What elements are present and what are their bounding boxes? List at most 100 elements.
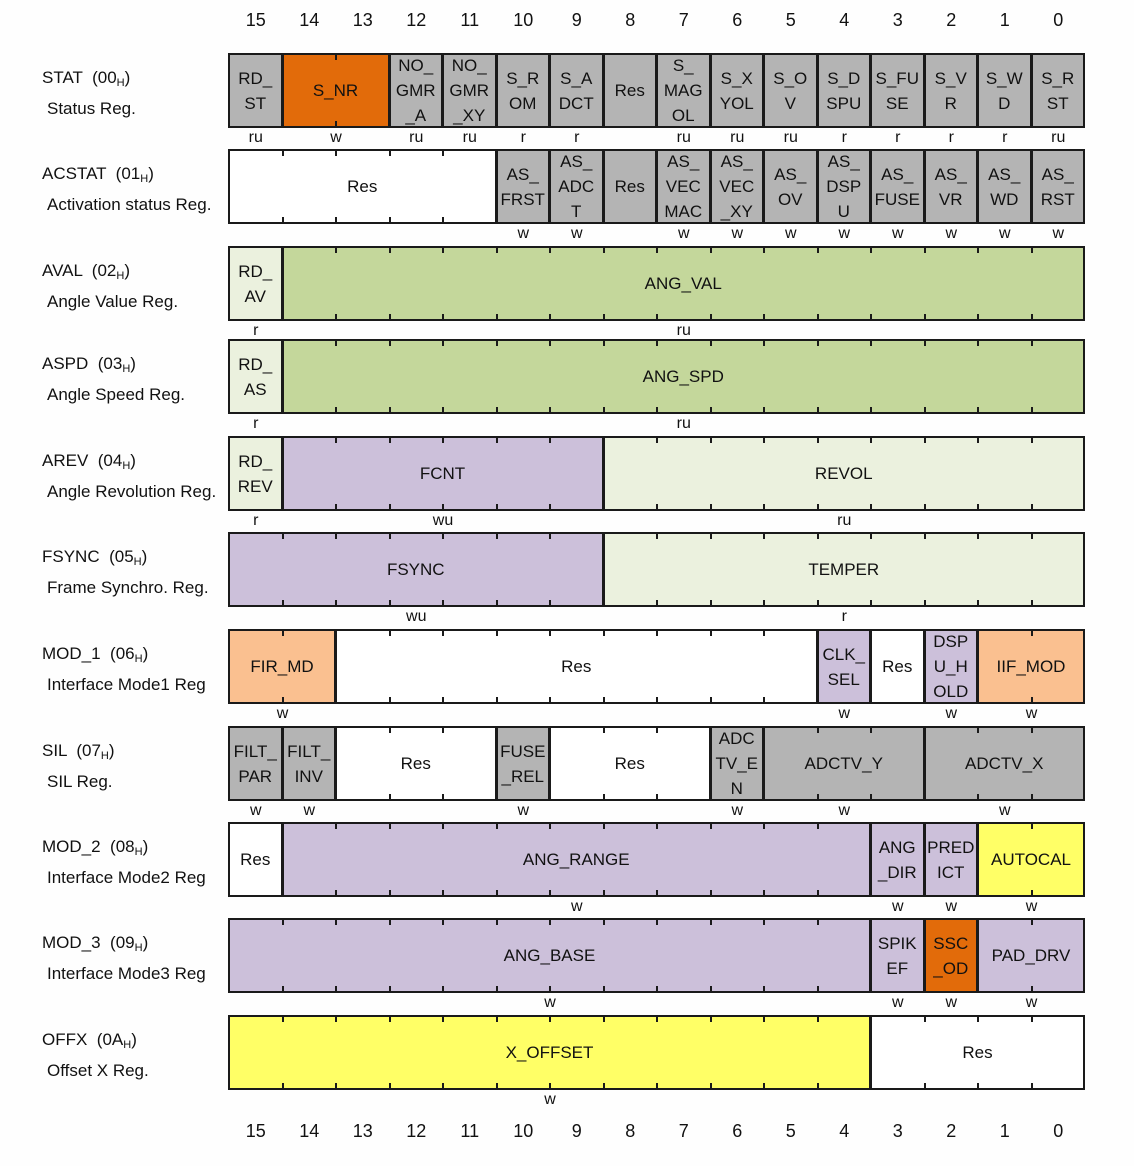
bitfield-fir_md[interactable]: FIR_MD — [228, 629, 336, 704]
bitfield-as_vr[interactable]: AS_ VR — [923, 149, 978, 224]
bitfield-s_xyol[interactable]: S_X YOL — [709, 53, 764, 128]
bitfield-res[interactable]: Res — [870, 629, 925, 704]
bitfield-res[interactable]: Res — [602, 149, 657, 224]
bitfield-fcnt[interactable]: FCNT — [281, 436, 604, 511]
bitfield-adctv_y[interactable]: ADCTV_Y — [763, 726, 925, 801]
bit-number: 5 — [785, 1121, 796, 1141]
bitfield-adctv_x[interactable]: ADCTV_X — [923, 726, 1085, 801]
bitfield-fsync[interactable]: FSYNC — [228, 532, 604, 607]
bitfield-res[interactable]: Res — [228, 822, 283, 897]
bitfield-no_gmr_xy[interactable]: NO_ GMR _XY — [442, 53, 497, 128]
bitfield-clk_sel[interactable]: CLK_ SEL — [816, 629, 871, 704]
bit-tick — [281, 149, 284, 156]
bit-tick — [923, 504, 926, 511]
bit-tick — [281, 1083, 284, 1090]
bit-number: 13 — [352, 1121, 373, 1141]
bitfield-as_fuse[interactable]: AS_ FUSE — [870, 149, 925, 224]
bitfield-label: FUSE _REL — [500, 741, 546, 786]
bitfield-s_vr[interactable]: S_V R — [923, 53, 978, 128]
bitfield-dspu_hold[interactable]: DSP U_H OLD — [923, 629, 978, 704]
bitfield-ang_range[interactable]: ANG_RANGE — [281, 822, 871, 897]
bitfield-s_wd[interactable]: S_W D — [977, 53, 1032, 128]
bit-tick — [388, 986, 391, 993]
bit-tick — [977, 407, 979, 414]
register-address: 04 — [103, 451, 123, 470]
bit-tick — [335, 339, 337, 346]
bitfield-s_magol[interactable]: S_ MAG OL — [656, 53, 711, 128]
bitfield-iif_mod[interactable]: IIF_MOD — [977, 629, 1085, 704]
bitfield-filt_par[interactable]: FILT_ PAR — [228, 726, 283, 801]
bitfield-res[interactable]: Res — [228, 149, 497, 224]
bitfield-res[interactable]: Res — [870, 1015, 1085, 1090]
bitfield-spikef[interactable]: SPIK EF — [870, 918, 925, 993]
bitfield-ang_base[interactable]: ANG_BASE — [228, 918, 871, 993]
bit-tick — [549, 890, 551, 897]
bitfield-rd_rev[interactable]: RD_ REV — [228, 436, 283, 511]
bit-tick — [816, 246, 819, 253]
bit-tick — [549, 504, 551, 511]
bitfield-autocal[interactable]: AUTOCAL — [977, 822, 1085, 897]
bitfield-label: SSC _OD — [933, 933, 969, 978]
bitfield-ang_dir[interactable]: ANG _DIR — [870, 822, 925, 897]
bit-tick — [763, 986, 765, 993]
bitfield-as_frst[interactable]: AS_ FRST — [495, 149, 550, 224]
bitfield-adctv_en[interactable]: ADC TV_E N — [709, 726, 764, 801]
bitfield-as_vec_xy[interactable]: AS_ VEC _XY — [709, 149, 764, 224]
register-name: MOD_2 (08H) — [42, 834, 206, 865]
bitfield-as_ov[interactable]: AS_ OV — [763, 149, 818, 224]
access-type: r — [948, 129, 954, 146]
bit-tick — [763, 246, 765, 253]
hex-suffix: H — [123, 1039, 132, 1051]
bitfield-res[interactable]: Res — [549, 726, 711, 801]
paren: ( — [106, 164, 122, 183]
bitfield-res[interactable]: Res — [602, 53, 657, 128]
bitfield-rd_av[interactable]: RD_ AV — [228, 246, 283, 321]
bitfield-as_vecmac[interactable]: AS_ VEC MAC — [656, 149, 711, 224]
bitfield-ang_spd[interactable]: ANG_SPD — [281, 339, 1085, 414]
bitfield-fuse_rel[interactable]: FUSE _REL — [495, 726, 550, 801]
bitfield-s_rom[interactable]: S_R OM — [495, 53, 550, 128]
bitfield-predict[interactable]: PRED ICT — [923, 822, 978, 897]
register-label: MOD_2 (08H) Interface Mode2 Reg — [42, 834, 206, 891]
bitfield-s_dspu[interactable]: S_D SPU — [816, 53, 871, 128]
bit-tick — [1030, 629, 1033, 636]
bit-tick — [923, 339, 926, 346]
bit-tick — [388, 339, 391, 346]
bit-number: 15 — [245, 10, 266, 30]
bitfield-res[interactable]: Res — [335, 629, 818, 704]
bitfield-rd_as[interactable]: RD_ AS — [228, 339, 283, 414]
bit-tick — [1030, 890, 1033, 897]
bitfield-ang_val[interactable]: ANG_VAL — [281, 246, 1085, 321]
bit-tick — [388, 314, 391, 321]
bitfield-s_adct[interactable]: S_A DCT — [549, 53, 604, 128]
bitfield-s_fuse[interactable]: S_FU SE — [870, 53, 925, 128]
bitfield-label: Res — [614, 754, 645, 773]
bit-tick — [1030, 504, 1033, 511]
bit-tick — [763, 600, 765, 607]
register-mnemonic: MOD_1 — [42, 644, 101, 663]
bitfield-ssc_od[interactable]: SSC _OD — [923, 918, 978, 993]
bitfield-rd_st[interactable]: RD_ ST — [228, 53, 283, 128]
bitfield-temper[interactable]: TEMPER — [602, 532, 1085, 607]
bitfield-revol[interactable]: REVOL — [602, 436, 1085, 511]
bitfield-as_dspu[interactable]: AS_ DSP U — [816, 149, 871, 224]
register-description: Angle Speed Reg. — [47, 385, 185, 404]
register-sil: FILT_ PAR FILT_ INV Res FUSE _REL Res ADC TV_… — [228, 726, 1085, 801]
bitfield-as_wd[interactable]: AS_ WD — [977, 149, 1032, 224]
bit-tick — [388, 532, 391, 539]
register-address: 01 — [121, 164, 141, 183]
bitfield-no_gmr_a[interactable]: NO_ GMR _A — [388, 53, 443, 128]
bitfield-label: AS_ VEC MAC — [664, 152, 703, 221]
bitfield-as_rst[interactable]: AS_ RST — [1030, 149, 1085, 224]
bitfield-s_rst[interactable]: S_R ST — [1030, 53, 1085, 128]
register-name: MOD_1 (06H) — [42, 641, 206, 672]
paren: ) — [141, 547, 148, 566]
bitfield-s_nr[interactable]: S_NR — [281, 53, 390, 128]
bit-tick — [870, 314, 872, 321]
bitfield-as_adct[interactable]: AS_ ADC T — [549, 149, 604, 224]
bitfield-pad_drv[interactable]: PAD_DRV — [977, 918, 1085, 993]
bitfield-res[interactable]: Res — [335, 726, 497, 801]
bitfield-x_offset[interactable]: X_OFFSET — [228, 1015, 871, 1090]
bitfield-s_ov[interactable]: S_O V — [763, 53, 818, 128]
bitfield-filt_inv[interactable]: FILT_ INV — [281, 726, 336, 801]
